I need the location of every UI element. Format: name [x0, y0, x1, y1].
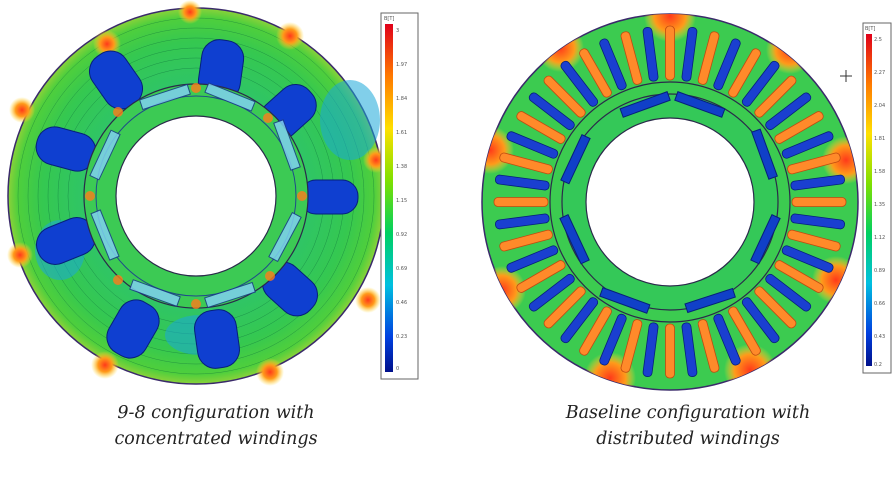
- stator-slot: [528, 92, 575, 131]
- colorbar-tick: 2.27: [874, 70, 885, 76]
- colorbar-tick: 1.35: [874, 202, 885, 208]
- caption-distributed: Baseline configuration with distributed …: [538, 400, 838, 452]
- stator-slot: [754, 75, 797, 118]
- stator-slot: [774, 260, 824, 293]
- stator-slot: [681, 27, 698, 82]
- stator-slot: [506, 131, 559, 159]
- caption-line: 9-8 configuration with: [117, 403, 315, 423]
- colorbar-tick: 2.5: [874, 37, 882, 43]
- stator-slot: [790, 213, 845, 230]
- stator-slot: [728, 306, 761, 356]
- figure-concentrated: B[T] 3 1.97 1.84 1.61 1.38 1.15 0.92 0.6…: [0, 0, 440, 478]
- stator-slot: [713, 38, 741, 91]
- colorbar-tick: 1.97: [396, 62, 407, 68]
- caption-line: concentrated windings: [114, 429, 318, 449]
- colorbar-tick: 0.23: [396, 334, 407, 340]
- colorbar-tick: 0.2: [874, 362, 882, 368]
- figure-distributed: B[T] 2.5 2.27 2.04 1.81 1.58 1.35 1.12 0…: [450, 0, 893, 478]
- colorbar-tick: 0: [396, 366, 399, 372]
- colorbar-header: B[T]: [865, 26, 875, 32]
- stator-slots: [35, 39, 359, 369]
- colorbar-tick: 2.04: [874, 103, 885, 109]
- colorbar-tick: 0.69: [396, 266, 407, 272]
- rotor-magnets: [559, 91, 781, 314]
- motor-flux-plot-distributed: [481, 13, 859, 391]
- stator-slot: [713, 313, 741, 366]
- stator-slot: [697, 31, 720, 85]
- colorbar-distributed: B[T] 2.5 2.27 2.04 1.81 1.58 1.35 1.12 0…: [862, 22, 892, 374]
- crosshair-icon: [840, 70, 852, 82]
- stator-slot: [516, 111, 566, 144]
- stator-slot: [665, 25, 675, 81]
- colorbar-tick: 1.12: [874, 235, 885, 241]
- colorbar-tick: 0.46: [396, 300, 407, 306]
- stator-slot: [493, 197, 549, 207]
- stator-slot: [787, 229, 841, 252]
- colorbar-concentrated: B[T] 3 1.97 1.84 1.61 1.38 1.15 0.92 0.6…: [380, 12, 419, 380]
- stator-slot: [787, 152, 841, 175]
- stator-slot: [697, 319, 720, 373]
- stator-slot: [728, 48, 761, 98]
- caption-line: Baseline configuration with: [565, 403, 811, 423]
- stator-slot: [665, 323, 675, 379]
- colorbar-tick: 1.15: [396, 198, 407, 204]
- stator-slot: [579, 48, 612, 98]
- colorbar-tick: 3: [396, 28, 399, 34]
- stator-slot: [681, 322, 698, 377]
- stator-slot: [791, 197, 847, 207]
- stator-slot: [499, 229, 553, 252]
- stator-slot: [774, 111, 824, 144]
- colorbar-tick: 1.81: [874, 136, 885, 142]
- stator-slot: [543, 286, 586, 329]
- stator-slot: [543, 75, 586, 118]
- colorbar-tick: 0.66: [874, 301, 885, 307]
- colorbar-tick: 0.43: [874, 334, 885, 340]
- stator-slot: [495, 174, 550, 191]
- caption-line: distributed windings: [596, 429, 780, 449]
- stator-slot: [781, 245, 834, 273]
- colorbar-header: B[T]: [384, 16, 394, 22]
- stator-slot: [516, 260, 566, 293]
- stator-slot: [765, 92, 812, 131]
- stator-slot: [528, 273, 575, 312]
- colorbar-tick: 1.38: [396, 164, 407, 170]
- stator-slot: [781, 131, 834, 159]
- stator-slot: [620, 31, 643, 85]
- stator-slots: [493, 25, 847, 379]
- shaft-bore: [115, 115, 277, 277]
- stator-slot: [560, 60, 599, 107]
- stator-slot: [599, 313, 627, 366]
- colorbar-tick: 1.58: [874, 169, 885, 175]
- stator-slot: [506, 245, 559, 273]
- caption-concentrated: 9-8 configuration with concentrated wind…: [66, 400, 366, 452]
- stator-slot: [620, 319, 643, 373]
- stator-slot: [579, 306, 612, 356]
- stator-slot: [765, 273, 812, 312]
- stator-slot: [741, 60, 780, 107]
- colorbar-gradient: [866, 34, 872, 366]
- colorbar-tick: 1.84: [396, 96, 407, 102]
- motor-flux-plot-concentrated: [7, 0, 389, 386]
- colorbar-tick: 0.89: [874, 268, 885, 274]
- stator-slot: [642, 322, 659, 377]
- rotor-magnets: [89, 82, 302, 309]
- stator-slot: [741, 297, 780, 344]
- shaft-bore: [585, 117, 755, 287]
- stator-slot: [560, 297, 599, 344]
- stator-slot: [642, 27, 659, 82]
- colorbar-tick: 1.61: [396, 130, 407, 136]
- stator-slot: [499, 152, 553, 175]
- stator-slot: [495, 213, 550, 230]
- colorbar-tick: 0.92: [396, 232, 407, 238]
- stator-slot: [599, 38, 627, 91]
- stator-slot: [790, 174, 845, 191]
- colorbar-gradient: [385, 24, 393, 372]
- stator-slot: [754, 286, 797, 329]
